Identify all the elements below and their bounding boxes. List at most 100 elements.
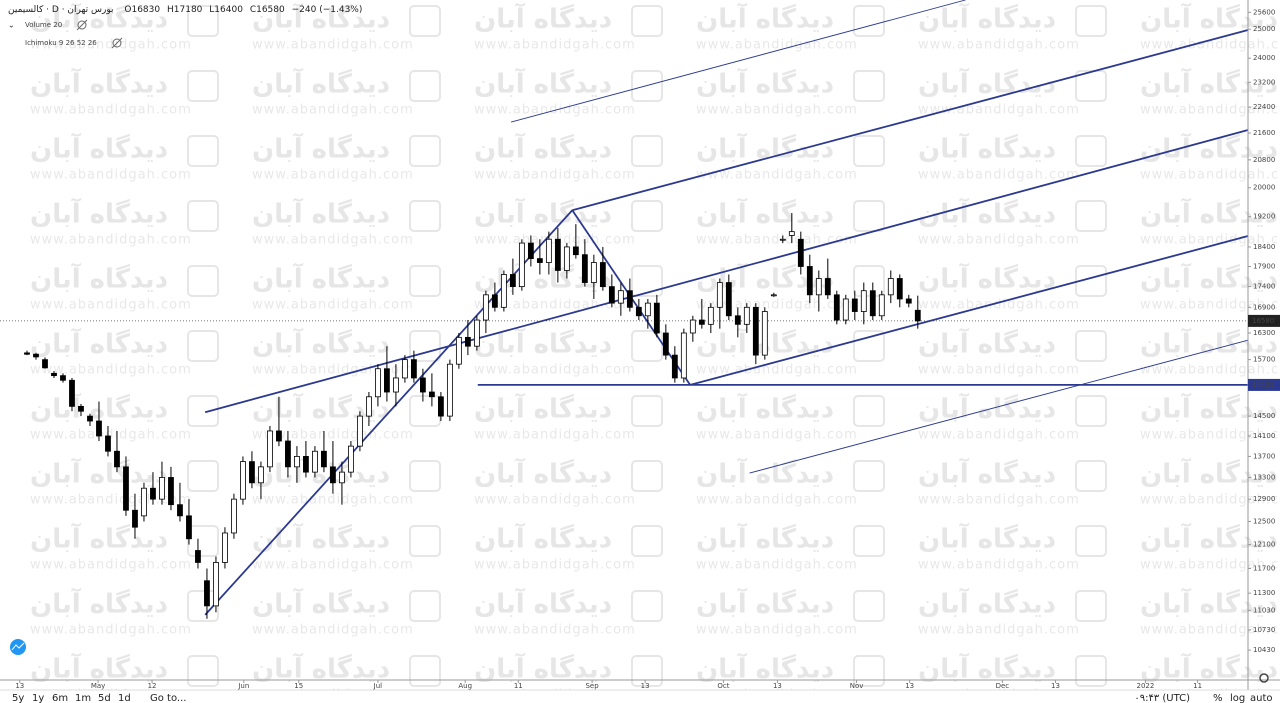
candle-body bbox=[770, 294, 777, 297]
candle-body bbox=[384, 368, 390, 393]
candle-body bbox=[590, 262, 597, 283]
watermark-brand: دیدگاه آبان bbox=[30, 3, 168, 35]
range-button[interactable]: 5y bbox=[12, 693, 24, 703]
log-toggle[interactable]: log bbox=[1230, 693, 1245, 703]
watermark-brand: دیدگاه آبان bbox=[1140, 133, 1278, 165]
y-tick-label: 14100 bbox=[1253, 432, 1275, 440]
candle-body bbox=[402, 359, 408, 379]
range-button[interactable]: 1y bbox=[32, 693, 44, 703]
watermark-brand: دیدگاه آبان bbox=[696, 198, 834, 230]
watermark-url: www.abandidgah.com bbox=[696, 558, 858, 573]
toolbar: 5y 1y 6m 1m 5d 1d Go to... ۰۹:۴۳ (UTC)% log auto bbox=[12, 693, 1273, 703]
x-tick-label: 13 bbox=[905, 682, 914, 690]
toolbar-bg bbox=[0, 690, 1280, 703]
indicator[interactable]: Ichimoku 9 26 52 26 bbox=[25, 39, 97, 47]
y-tick-label: 24000 bbox=[1253, 54, 1275, 62]
watermark-brand: دیدگاه آبان bbox=[252, 133, 390, 165]
watermarks: دیدگاه آبان www.abandidgah.com دیدگاه آبان… bbox=[30, 3, 1280, 703]
x-tick-label: Dec bbox=[996, 682, 1010, 690]
watermark-brand: دیدگاه آبان bbox=[252, 263, 390, 295]
y-tick-label: 16900 bbox=[1253, 303, 1275, 311]
watermark-brand: دیدگاه آبان bbox=[252, 198, 390, 230]
watermark-logo bbox=[853, 135, 885, 167]
watermark-brand: دیدگاه آبان bbox=[696, 588, 834, 620]
watermark-brand: دیدگاه آبان bbox=[696, 3, 834, 35]
watermark-url: www.abandidgah.com bbox=[918, 38, 1080, 53]
indicator[interactable]: Volume 20 bbox=[25, 21, 62, 29]
watermark-logo bbox=[1075, 5, 1107, 37]
settings-icon[interactable] bbox=[1259, 673, 1269, 683]
range-button[interactable]: 1d bbox=[118, 693, 131, 703]
hide-icon[interactable] bbox=[111, 37, 123, 49]
watermark-brand: دیدگاه آبان bbox=[696, 68, 834, 100]
candle-body bbox=[887, 278, 894, 296]
watermark-url: www.abandidgah.com bbox=[696, 493, 858, 508]
watermark-url: www.abandidgah.com bbox=[252, 233, 414, 248]
y-tick-label: 11300 bbox=[1253, 589, 1275, 597]
collapse-icon[interactable]: ⌄ bbox=[8, 21, 15, 30]
y-tick-label: 12500 bbox=[1253, 518, 1275, 526]
candle-body bbox=[114, 450, 120, 468]
range-button[interactable]: 6m bbox=[52, 693, 68, 703]
candle-body bbox=[743, 306, 750, 325]
range-button[interactable]: 5d bbox=[98, 693, 111, 703]
candle-body bbox=[500, 274, 507, 308]
watermark-logo bbox=[1075, 330, 1107, 362]
watermark-url: www.abandidgah.com bbox=[696, 428, 858, 443]
watermark-url: www.abandidgah.com bbox=[252, 558, 414, 573]
hide-icon[interactable] bbox=[76, 19, 88, 31]
x-tick-label: 11 bbox=[1193, 682, 1202, 690]
watermark-url: www.abandidgah.com bbox=[696, 363, 858, 378]
candle-body bbox=[132, 509, 138, 528]
candle-body bbox=[662, 332, 669, 356]
watermark-url: www.abandidgah.com bbox=[474, 233, 636, 248]
candle-body bbox=[734, 315, 741, 325]
candle-body bbox=[536, 258, 543, 263]
goto-button[interactable]: Go to... bbox=[150, 693, 186, 703]
y-tick-label: 20000 bbox=[1253, 184, 1275, 192]
watermark-logo bbox=[631, 5, 663, 37]
watermark-logo bbox=[631, 525, 663, 557]
candle-body bbox=[518, 242, 525, 288]
interval: D bbox=[52, 5, 59, 15]
watermark-url: www.abandidgah.com bbox=[918, 623, 1080, 638]
candle-body bbox=[285, 440, 291, 468]
watermark-url: www.abandidgah.com bbox=[1140, 103, 1280, 118]
watermark-url: www.abandidgah.com bbox=[918, 168, 1080, 183]
watermark-url: www.abandidgah.com bbox=[696, 168, 858, 183]
watermark-logo bbox=[853, 265, 885, 297]
watermark-url: www.abandidgah.com bbox=[474, 493, 636, 508]
y-tick-label: 13700 bbox=[1253, 452, 1275, 460]
watermark-url: www.abandidgah.com bbox=[918, 428, 1080, 443]
ohlc-c: 16580 bbox=[256, 5, 285, 15]
x-tick-label: Jul bbox=[373, 682, 383, 690]
watermark-logo bbox=[853, 655, 885, 687]
watermark-logo bbox=[1075, 525, 1107, 557]
x-tick-label: Jun bbox=[237, 682, 249, 690]
watermark-logo bbox=[187, 70, 219, 102]
candle-body bbox=[635, 306, 642, 317]
auto-toggle[interactable]: auto bbox=[1250, 693, 1273, 703]
candle-body bbox=[419, 377, 426, 393]
watermark-brand: دیدگاه آبان bbox=[30, 588, 168, 620]
candle-body bbox=[69, 379, 75, 407]
candle-body bbox=[123, 466, 129, 511]
candle-body bbox=[707, 306, 714, 325]
y-tick-label: 21600 bbox=[1253, 129, 1275, 137]
watermark-logo bbox=[409, 265, 441, 297]
percent-toggle[interactable]: % bbox=[1213, 693, 1223, 703]
candle-body bbox=[222, 532, 228, 563]
watermark-logo bbox=[853, 200, 885, 232]
watermark-brand: دیدگاه آبان bbox=[252, 523, 390, 555]
watermark-logo bbox=[187, 265, 219, 297]
watermark-brand: دیدگاه آبان bbox=[474, 263, 612, 295]
watermark-logo bbox=[1075, 135, 1107, 167]
watermark-url: www.abandidgah.com bbox=[918, 493, 1080, 508]
watermark-logo bbox=[853, 590, 885, 622]
candle-body bbox=[626, 290, 633, 308]
range-button[interactable]: 1m bbox=[75, 693, 91, 703]
watermark-logo bbox=[853, 460, 885, 492]
candle-body bbox=[428, 391, 435, 398]
watermark-logo bbox=[1075, 265, 1107, 297]
watermark-brand: دیدگاه آبان bbox=[918, 458, 1056, 490]
